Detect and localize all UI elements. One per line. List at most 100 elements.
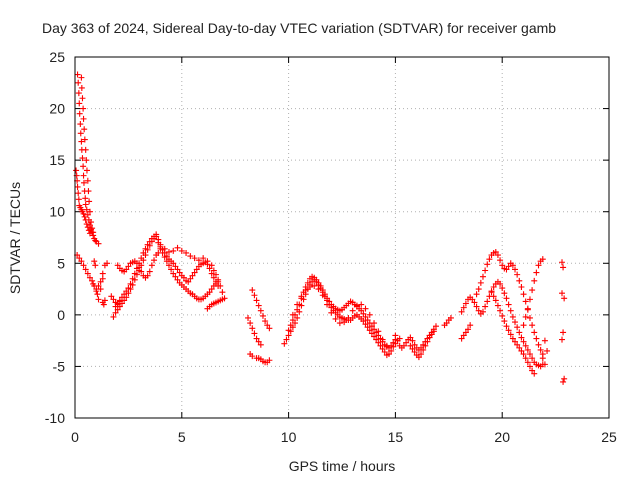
data-point xyxy=(533,335,540,342)
data-point xyxy=(490,293,497,300)
data-point xyxy=(144,241,151,248)
data-point xyxy=(208,262,215,269)
data-point xyxy=(422,342,429,349)
data-point xyxy=(75,79,82,86)
data-point xyxy=(364,317,371,324)
data-point xyxy=(78,138,85,145)
data-point xyxy=(522,298,529,305)
data-point xyxy=(101,297,108,304)
data-point xyxy=(79,95,86,102)
data-point xyxy=(484,298,491,305)
data-point xyxy=(195,257,202,264)
series-afternoon-c xyxy=(441,314,474,342)
data-point xyxy=(81,213,88,220)
data-point xyxy=(302,287,309,294)
data-point xyxy=(287,322,294,329)
series-early-high-2 xyxy=(78,74,97,236)
data-point xyxy=(539,256,546,263)
data-point xyxy=(151,257,158,264)
data-point xyxy=(253,335,260,342)
data-point xyxy=(73,167,80,174)
data-point xyxy=(458,335,465,342)
data-point xyxy=(257,307,264,314)
data-point xyxy=(148,262,155,269)
data-point xyxy=(373,336,380,343)
plot-frame xyxy=(74,56,610,419)
data-point xyxy=(138,268,145,275)
data-point xyxy=(76,110,83,117)
data-point xyxy=(371,326,378,333)
data-point xyxy=(97,278,104,285)
data-point xyxy=(79,155,86,162)
data-point xyxy=(163,258,170,265)
data-point xyxy=(165,262,172,269)
data-point xyxy=(512,266,519,273)
data-point xyxy=(174,276,181,283)
data-point xyxy=(499,262,506,269)
data-point xyxy=(212,271,219,278)
data-point xyxy=(497,280,504,287)
data-point xyxy=(75,196,82,203)
data-point xyxy=(94,291,101,298)
data-point xyxy=(133,260,140,267)
data-point xyxy=(251,330,258,337)
data-point xyxy=(75,90,82,97)
data-point xyxy=(298,293,305,300)
data-point xyxy=(362,321,369,328)
data-point xyxy=(86,230,93,237)
data-point xyxy=(80,179,87,186)
data-point xyxy=(91,258,98,265)
series-early-mid xyxy=(73,167,93,237)
data-point xyxy=(189,272,196,279)
data-point xyxy=(138,255,145,262)
data-point xyxy=(381,348,388,355)
data-point xyxy=(520,338,527,345)
data-point xyxy=(217,282,224,289)
series-morning-e xyxy=(204,296,226,312)
data-point xyxy=(526,351,533,358)
data-point xyxy=(80,163,87,170)
data-point xyxy=(174,244,181,251)
data-point xyxy=(484,261,491,268)
data-point xyxy=(371,333,378,340)
data-point xyxy=(204,258,211,265)
data-point xyxy=(559,259,566,266)
data-point xyxy=(90,229,97,236)
data-point xyxy=(518,334,525,341)
data-point xyxy=(121,291,128,298)
data-point xyxy=(537,346,544,353)
data-point xyxy=(187,253,194,260)
data-point xyxy=(311,282,318,289)
data-point xyxy=(125,263,132,270)
data-point xyxy=(83,157,90,164)
data-point xyxy=(432,323,439,330)
data-point xyxy=(460,332,467,339)
data-point xyxy=(529,322,536,329)
data-point xyxy=(514,324,521,331)
data-point xyxy=(118,294,125,301)
data-point xyxy=(99,270,106,277)
data-point xyxy=(411,341,418,348)
data-point xyxy=(531,370,538,377)
data-point xyxy=(411,348,418,355)
data-point xyxy=(561,375,568,382)
data-point xyxy=(77,121,84,128)
data-point xyxy=(180,274,187,281)
data-point xyxy=(509,335,516,342)
data-point xyxy=(473,303,480,310)
data-point xyxy=(409,345,416,352)
data-point xyxy=(82,146,89,153)
data-point xyxy=(114,306,121,313)
x-tick-label: 25 xyxy=(601,429,617,445)
data-point xyxy=(477,279,484,286)
data-point xyxy=(531,277,538,284)
data-point xyxy=(251,292,258,299)
data-point xyxy=(208,286,215,293)
data-point xyxy=(420,346,427,353)
data-point xyxy=(426,334,433,341)
data-point xyxy=(561,295,568,302)
data-point xyxy=(471,299,478,306)
data-point xyxy=(144,272,151,279)
data-point xyxy=(82,216,89,223)
data-point xyxy=(249,353,256,360)
